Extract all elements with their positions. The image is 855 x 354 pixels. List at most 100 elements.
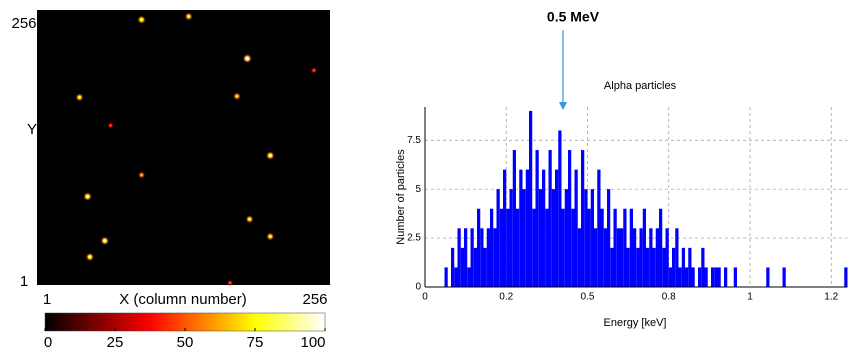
colorbar-tick-label: 75 (247, 334, 264, 351)
bar (734, 267, 737, 287)
bar (487, 228, 490, 287)
x-tick-label: 0.5 (581, 292, 595, 303)
bar (594, 228, 597, 287)
bar (682, 248, 685, 287)
bar (552, 189, 555, 287)
bar (601, 209, 604, 287)
y-tick-label: 1 (20, 273, 28, 290)
bar (597, 170, 600, 287)
bar (519, 170, 522, 287)
bar (630, 209, 633, 287)
bar (636, 248, 639, 287)
bar (500, 209, 503, 287)
bar (523, 189, 526, 287)
bar (666, 228, 669, 287)
x-axis-title: Energy [keV] (604, 317, 667, 329)
bar (591, 189, 594, 287)
bar (584, 189, 587, 287)
x-tick-label: 1 (747, 292, 753, 303)
spot (266, 151, 275, 160)
y-tick-label: 2.5 (407, 233, 421, 244)
bar (484, 248, 487, 287)
bar (506, 209, 509, 287)
bar (513, 150, 516, 287)
bar (497, 189, 500, 287)
bar (539, 189, 542, 287)
bar (604, 228, 607, 287)
spot (311, 67, 317, 73)
bar (711, 267, 714, 287)
bar (461, 248, 464, 287)
bar (640, 228, 643, 287)
bar (588, 209, 591, 287)
x-tick-label: 256 (302, 291, 327, 308)
spot (233, 92, 241, 100)
spot (137, 15, 146, 24)
spot (83, 192, 92, 201)
x-tick-label: 1.2 (824, 292, 838, 303)
bar (578, 228, 581, 287)
y-tick-label: 5 (415, 184, 421, 195)
bar (649, 228, 652, 287)
bar (675, 228, 678, 287)
y-label: Y (27, 121, 37, 138)
spot (100, 236, 109, 245)
spot (243, 54, 252, 63)
bar (555, 170, 558, 287)
bar (542, 170, 545, 287)
bar (698, 267, 701, 287)
bar (620, 228, 623, 287)
bar (503, 170, 506, 287)
bar (526, 170, 529, 287)
spot (86, 253, 95, 262)
y-tick-label: 7.5 (407, 135, 421, 146)
bar (445, 267, 448, 287)
bar (558, 130, 561, 287)
bar (471, 228, 474, 287)
x-tick-label: 0 (422, 292, 428, 303)
bar (493, 228, 496, 287)
bar (575, 170, 578, 287)
bar (607, 189, 610, 287)
bar (685, 267, 688, 287)
bar (536, 150, 539, 287)
bar (766, 267, 769, 287)
bar (510, 189, 513, 287)
spot (227, 280, 233, 286)
bar (653, 248, 656, 287)
bar (545, 209, 548, 287)
bar (477, 209, 480, 287)
x-label: X (column number) (119, 291, 247, 308)
colorbar-tick-label: 25 (107, 334, 124, 351)
arrow-head (559, 102, 567, 110)
bar (467, 267, 470, 287)
bar (844, 267, 847, 287)
spot (245, 215, 253, 223)
bar (646, 248, 649, 287)
bar (701, 248, 704, 287)
y-tick-label: 0 (415, 282, 421, 293)
spot (266, 232, 274, 240)
bar (549, 150, 552, 287)
figure: X (column number) Y 0.5 MeV Alpha partic… (0, 0, 855, 354)
bar (672, 248, 675, 287)
colorbar-tick-label: 100 (300, 334, 325, 351)
bar (480, 228, 483, 287)
bar (633, 228, 636, 287)
bar (516, 209, 519, 287)
annotation: 0.5 MeV (547, 9, 600, 25)
bar (474, 248, 477, 287)
bar (529, 111, 532, 287)
spot (107, 122, 113, 128)
x-tick-label: 0.8 (662, 292, 676, 303)
bar (627, 248, 630, 287)
bar (623, 209, 626, 287)
bar (724, 267, 727, 287)
bar (679, 267, 682, 287)
bar (454, 267, 457, 287)
y-tick-label: 256 (11, 15, 36, 32)
spot (185, 12, 193, 20)
bar (581, 150, 584, 287)
colorbar-tick-label: 0 (44, 334, 52, 351)
bar (565, 189, 568, 287)
